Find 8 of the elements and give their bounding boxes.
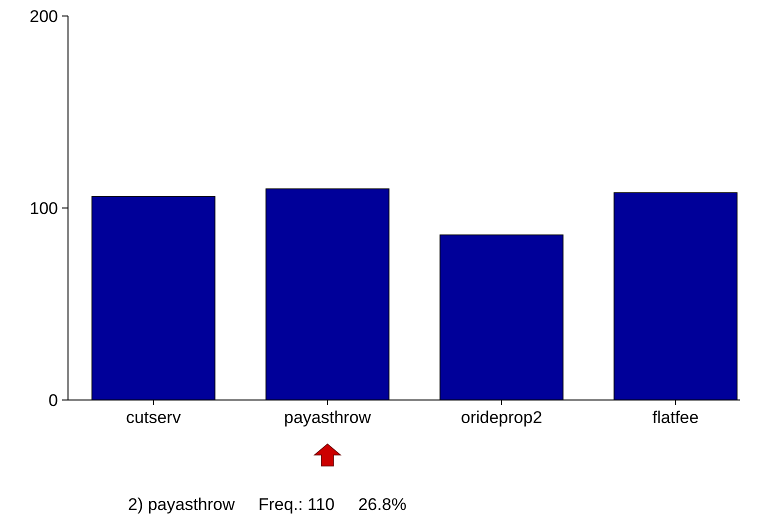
y-tick-label: 200 xyxy=(30,6,58,26)
x-tick-label: cutserv xyxy=(126,408,182,427)
text: 2) payasthrow Freq.: 110 26.8% xyxy=(128,495,406,514)
y-tick-label: 0 xyxy=(48,390,58,410)
y-tick-label: 100 xyxy=(30,198,58,218)
x-tick-label: payasthrow xyxy=(284,408,372,427)
x-tick-label: orideprop2 xyxy=(460,408,542,427)
x-tick-label: flatfee xyxy=(652,408,699,427)
